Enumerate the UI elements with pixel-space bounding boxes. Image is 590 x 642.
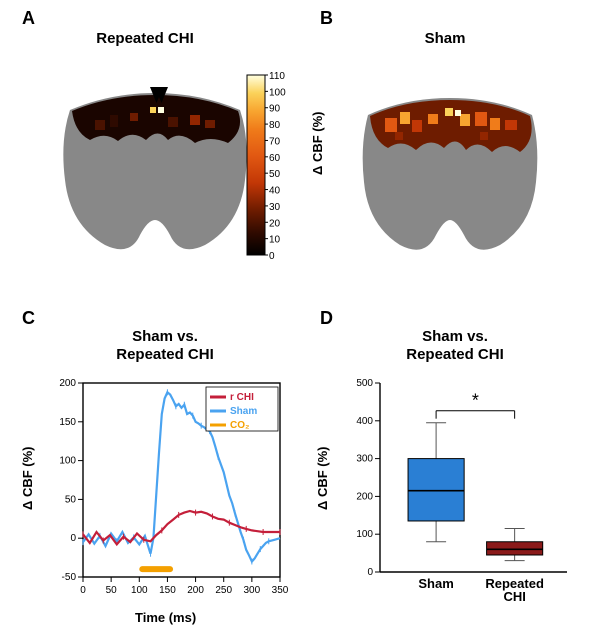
svg-text:300: 300 (244, 585, 261, 596)
panel-c-title: Sham vs. Repeated CHI (80, 328, 250, 364)
panel-a-title: Repeated CHI (60, 30, 230, 47)
svg-text:110: 110 (269, 71, 285, 82)
panel-c-label: C (22, 308, 35, 329)
svg-text:60: 60 (269, 153, 281, 164)
svg-text:400: 400 (356, 416, 373, 427)
colorbar-a: 0 10 20 30 40 50 60 70 80 90 100 110 (245, 70, 305, 260)
svg-text:0: 0 (80, 585, 86, 596)
svg-text:CO₂: CO₂ (230, 420, 249, 431)
panel-d-title: Sham vs. Repeated CHI (370, 328, 540, 364)
svg-text:150: 150 (59, 417, 76, 428)
svg-text:30: 30 (269, 202, 281, 213)
svg-text:Sham: Sham (418, 576, 453, 591)
svg-text:0: 0 (269, 251, 275, 260)
svg-text:10: 10 (269, 235, 281, 246)
svg-text:50: 50 (65, 494, 77, 505)
svg-text:20: 20 (269, 218, 281, 229)
svg-text:r CHI: r CHI (230, 392, 254, 403)
svg-text:100: 100 (269, 87, 286, 98)
svg-text:100: 100 (59, 456, 76, 467)
panel-c-ylabel: Δ CBF (%) (20, 446, 35, 510)
svg-text:0: 0 (70, 533, 76, 544)
svg-text:70: 70 (269, 137, 281, 148)
svg-text:0: 0 (367, 567, 373, 578)
svg-text:*: * (472, 391, 479, 411)
svg-text:100: 100 (131, 585, 148, 596)
panel-d-ylabel: Δ CBF (%) (315, 446, 330, 510)
svg-text:CHI: CHI (503, 589, 525, 604)
svg-text:50: 50 (106, 585, 118, 596)
svg-text:500: 500 (356, 378, 373, 389)
svg-text:200: 200 (59, 378, 76, 389)
svg-text:50: 50 (269, 169, 281, 180)
panel-d-label: D (320, 308, 333, 329)
svg-text:Sham: Sham (230, 406, 257, 417)
svg-text:150: 150 (159, 585, 176, 596)
panel-b-ylabel: Δ CBF (%) (310, 111, 325, 175)
panel-b-label: B (320, 8, 333, 29)
panel-a-brain (50, 85, 260, 260)
svg-text:-50: -50 (62, 572, 77, 583)
panel-b-brain (350, 90, 550, 260)
svg-text:350: 350 (272, 585, 288, 596)
panel-a-label: A (22, 8, 35, 29)
svg-text:250: 250 (215, 585, 232, 596)
svg-text:200: 200 (356, 491, 373, 502)
panel-d-chart: 0100200300400500ShamRepeatedCHI* (345, 375, 575, 610)
panel-c-xlabel: Time (ms) (135, 610, 196, 625)
svg-text:300: 300 (356, 454, 373, 465)
svg-text:200: 200 (187, 585, 204, 596)
panel-b-title: Sham (370, 30, 520, 47)
svg-text:80: 80 (269, 120, 281, 131)
svg-text:40: 40 (269, 186, 281, 197)
svg-text:100: 100 (356, 529, 373, 540)
panel-c-chart: 050100150200250300350-50050100150200r CH… (48, 375, 288, 605)
svg-text:90: 90 (269, 104, 281, 115)
